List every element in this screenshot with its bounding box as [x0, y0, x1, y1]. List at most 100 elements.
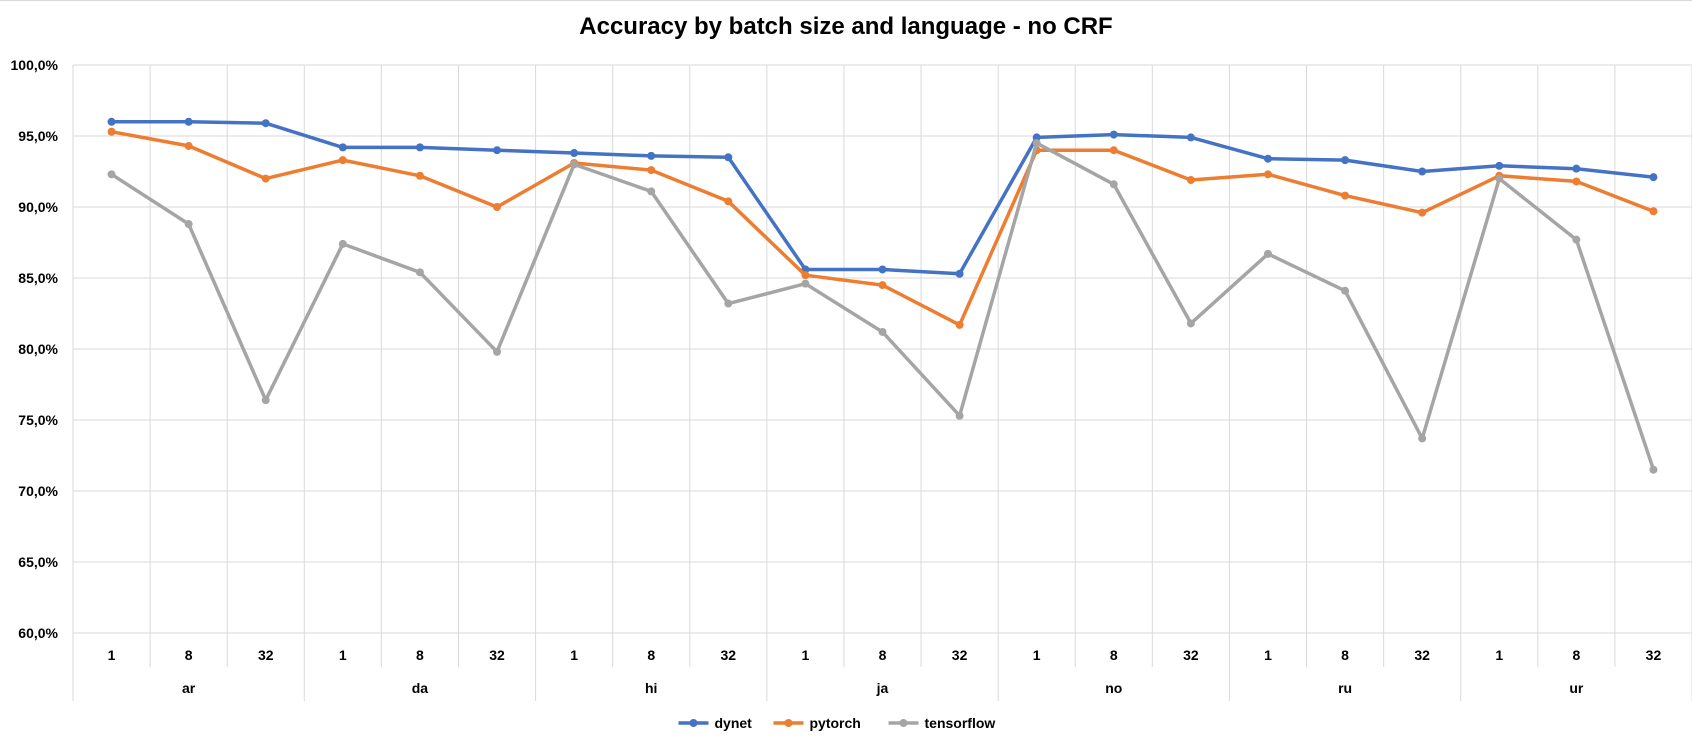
- axis-labels: 60,0% 65,0% 70,0% 75,0% 80,0% 85,0% 90,0% 95,0%…: [11, 57, 1662, 696]
- x-tick-label: 1: [570, 647, 578, 663]
- data-point-pytorch: [1341, 191, 1350, 200]
- data-point-pytorch: [647, 166, 656, 175]
- y-tick-label: 75,0%: [18, 412, 58, 428]
- y-tick-label: 70,0%: [18, 483, 58, 499]
- group-label: no: [1105, 680, 1122, 696]
- x-tick-label: 8: [1341, 647, 1349, 663]
- data-point-pytorch: [107, 127, 116, 136]
- data-point-tensorflow: [801, 279, 810, 288]
- data-point-pytorch: [878, 281, 887, 290]
- data-point-pytorch: [724, 197, 733, 206]
- x-tick-label: 32: [1183, 647, 1199, 663]
- x-tick-label: 1: [802, 647, 810, 663]
- data-point-tensorflow: [878, 327, 887, 336]
- data-point-tensorflow: [415, 268, 424, 277]
- data-point-dynet: [261, 119, 270, 128]
- series-line-tensorflow: [110, 141, 1656, 471]
- x-tick-label: 1: [108, 647, 116, 663]
- data-point-dynet: [878, 265, 887, 274]
- data-point-dynet: [570, 149, 579, 158]
- x-tick-label: 32: [258, 647, 274, 663]
- data-point-dynet: [1495, 161, 1504, 170]
- data-point-dynet: [1572, 164, 1581, 173]
- x-tick-label: 32: [489, 647, 505, 663]
- x-tick-label: 8: [1572, 647, 1580, 663]
- data-point-tensorflow: [1572, 235, 1581, 244]
- data-point-pytorch: [1263, 170, 1272, 179]
- data-point-tensorflow: [647, 187, 656, 196]
- y-tick-label: 80,0%: [18, 341, 58, 357]
- x-tick-label: 32: [721, 647, 737, 663]
- data-point-pytorch: [338, 156, 347, 165]
- y-tick-label: 95,0%: [18, 128, 58, 144]
- data-point-dynet: [955, 269, 964, 278]
- group-label: ur: [1569, 680, 1584, 696]
- y-tick-label: 100,0%: [11, 57, 59, 73]
- chart-title: Accuracy by batch size and language - no…: [579, 13, 1113, 40]
- data-point-tensorflow: [338, 239, 347, 248]
- data-point-pytorch: [1109, 146, 1118, 155]
- group-label: da: [412, 680, 429, 696]
- data-point-pytorch: [184, 141, 193, 150]
- data-point-tensorflow: [955, 411, 964, 420]
- y-tick-label: 65,0%: [18, 554, 58, 570]
- legend-item-tensorflow: tensorflow: [888, 715, 996, 731]
- data-point-tensorflow: [1263, 249, 1272, 258]
- x-tick-label: 8: [416, 647, 424, 663]
- data-point-dynet: [724, 153, 733, 162]
- data-point-tensorflow: [1109, 180, 1118, 189]
- data-point-tensorflow: [184, 220, 193, 229]
- data-point-tensorflow: [261, 396, 270, 405]
- legend-marker: [784, 719, 793, 727]
- series-lines: [107, 117, 1658, 474]
- data-point-tensorflow: [1341, 286, 1350, 295]
- x-tick-label: 32: [952, 647, 968, 663]
- grid-lines: [72, 64, 1692, 701]
- data-point-dynet: [415, 143, 424, 152]
- legend-marker: [689, 719, 698, 727]
- legend: dynet pytorch tensorflow: [678, 715, 996, 731]
- x-tick-label: 32: [1646, 647, 1662, 663]
- data-point-tensorflow: [1032, 139, 1041, 148]
- x-tick-label: 8: [185, 647, 193, 663]
- data-point-pytorch: [261, 174, 270, 183]
- data-point-dynet: [493, 146, 502, 155]
- legend-item-dynet: dynet: [678, 715, 753, 731]
- x-tick-label: 1: [1264, 647, 1272, 663]
- group-label: hi: [645, 680, 657, 696]
- x-tick-label: 8: [647, 647, 655, 663]
- data-point-pytorch: [1572, 177, 1581, 186]
- legend-label: dynet: [715, 715, 753, 731]
- legend-marker: [899, 719, 908, 727]
- data-point-dynet: [338, 143, 347, 152]
- data-point-pytorch: [1418, 208, 1427, 217]
- y-tick-label: 60,0%: [18, 625, 58, 641]
- x-tick-label: 1: [1033, 647, 1041, 663]
- x-tick-label: 32: [1414, 647, 1430, 663]
- group-label: ja: [876, 680, 889, 696]
- data-point-tensorflow: [1649, 465, 1658, 474]
- data-point-pytorch: [955, 320, 964, 329]
- data-point-dynet: [107, 117, 116, 126]
- data-point-dynet: [1418, 167, 1427, 176]
- data-point-tensorflow: [107, 170, 116, 179]
- data-point-dynet: [1263, 154, 1272, 163]
- data-point-dynet: [1109, 130, 1118, 139]
- legend-label: tensorflow: [925, 715, 996, 731]
- legend-label: pytorch: [810, 715, 861, 731]
- data-point-tensorflow: [570, 160, 579, 169]
- data-point-pytorch: [415, 171, 424, 180]
- data-point-pytorch: [801, 271, 810, 280]
- legend-item-pytorch: pytorch: [773, 715, 861, 731]
- data-point-dynet: [1032, 133, 1041, 142]
- data-point-tensorflow: [1418, 434, 1427, 443]
- data-point-dynet: [1186, 133, 1195, 142]
- data-point-tensorflow: [724, 299, 733, 308]
- data-point-pytorch: [1649, 207, 1658, 216]
- y-tick-label: 85,0%: [18, 270, 58, 286]
- data-point-dynet: [184, 117, 193, 126]
- data-point-tensorflow: [1495, 174, 1504, 183]
- data-point-dynet: [647, 151, 656, 160]
